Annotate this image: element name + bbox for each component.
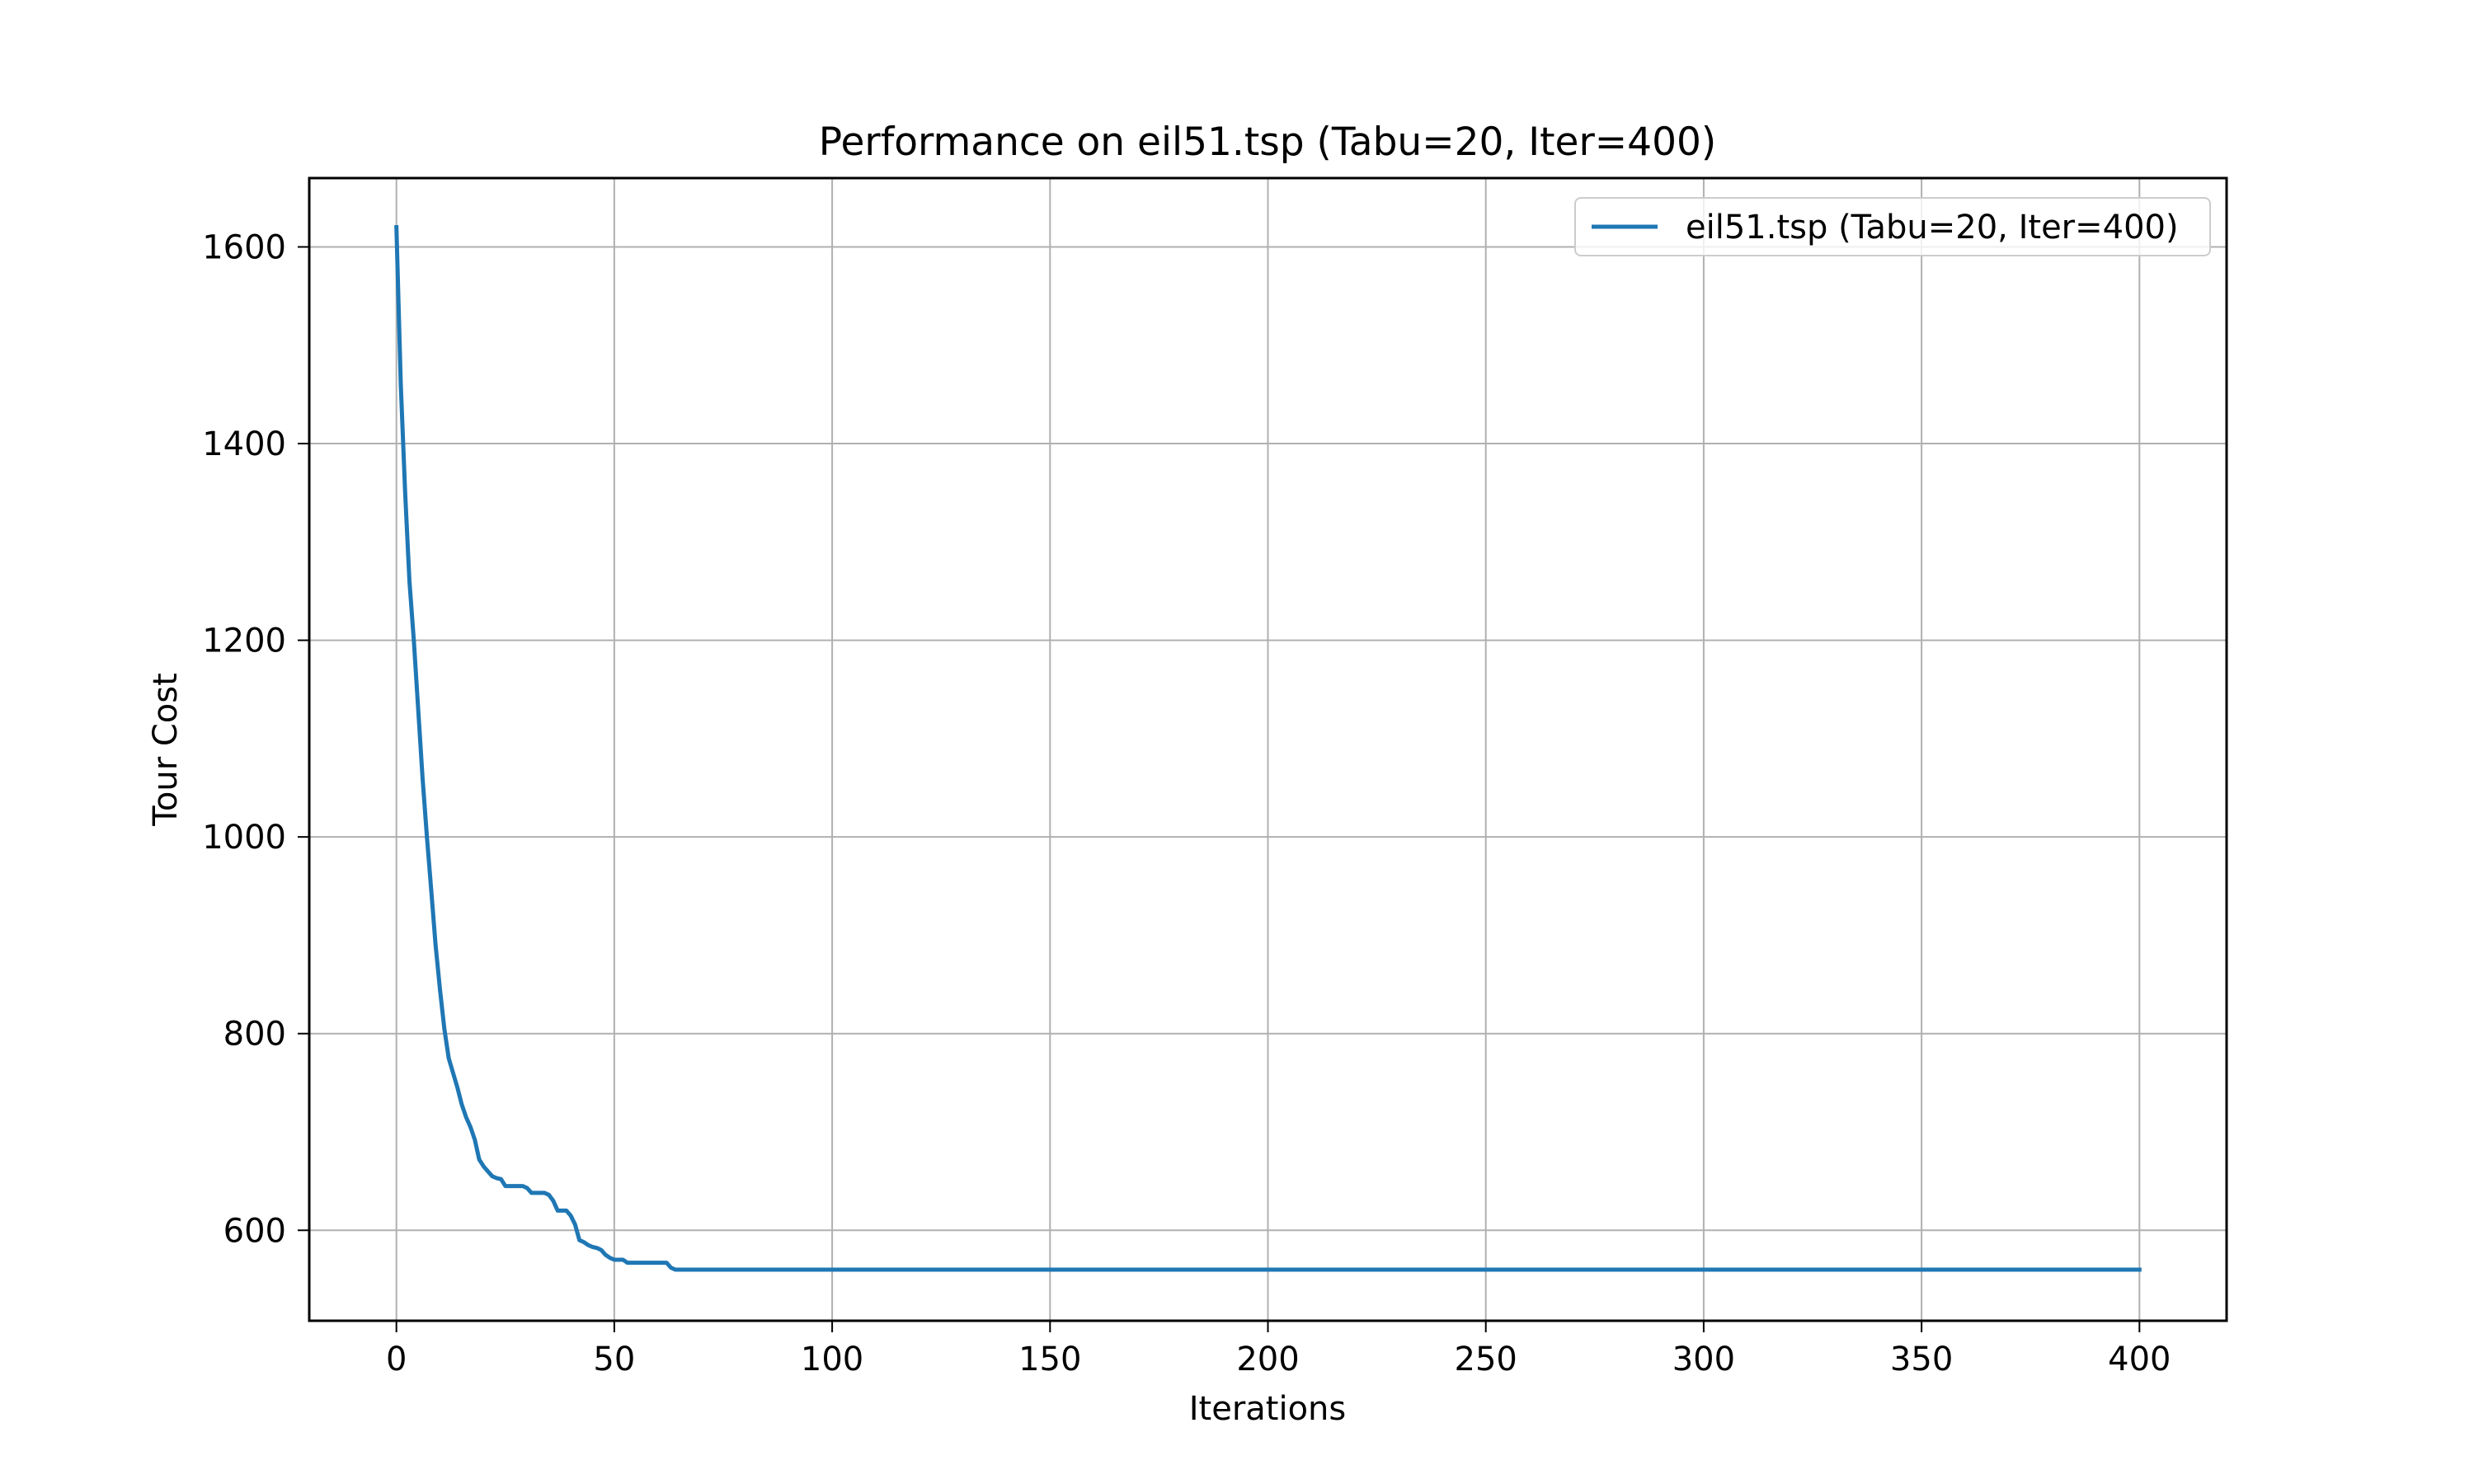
x-tick-label: 50 xyxy=(593,1341,635,1378)
x-tick-label: 100 xyxy=(801,1341,863,1378)
y-tick-label: 800 xyxy=(223,1016,286,1054)
x-tick-label: 400 xyxy=(2108,1341,2171,1378)
y-axis-label: Tour Cost xyxy=(147,673,185,827)
x-tick-label: 0 xyxy=(386,1341,407,1378)
data-series xyxy=(394,225,2142,1272)
x-tick-label: 300 xyxy=(1672,1341,1735,1378)
y-tick-label: 1600 xyxy=(202,228,286,266)
x-tick-label: 200 xyxy=(1236,1341,1299,1378)
series-line xyxy=(394,225,2142,1272)
grid-lines xyxy=(309,178,2227,1321)
x-tick-label: 350 xyxy=(1890,1341,1953,1378)
legend-box xyxy=(1574,197,2211,256)
x-axis-label: Iterations xyxy=(1189,1390,1347,1428)
chart-title: Performance on eil51.tsp (Tabu=20, Iter=… xyxy=(819,120,1716,165)
y-axis-ticks: 600 800 1000 1200 1400 1600 xyxy=(202,228,309,1250)
legend: eil51.tsp (Tabu=20, Iter=400) xyxy=(1574,197,2211,256)
legend-label: eil51.tsp (Tabu=20, Iter=400) xyxy=(1686,209,2179,247)
y-tick-label: 1000 xyxy=(202,819,286,857)
y-tick-label: 600 xyxy=(223,1212,286,1250)
x-tick-label: 250 xyxy=(1455,1341,1517,1378)
x-axis-ticks: 0 50 100 150 200 250 300 350 400 xyxy=(386,1321,2171,1378)
x-tick-label: 150 xyxy=(1018,1341,1081,1378)
y-tick-label: 1400 xyxy=(202,425,286,463)
y-tick-label: 1200 xyxy=(202,622,286,660)
